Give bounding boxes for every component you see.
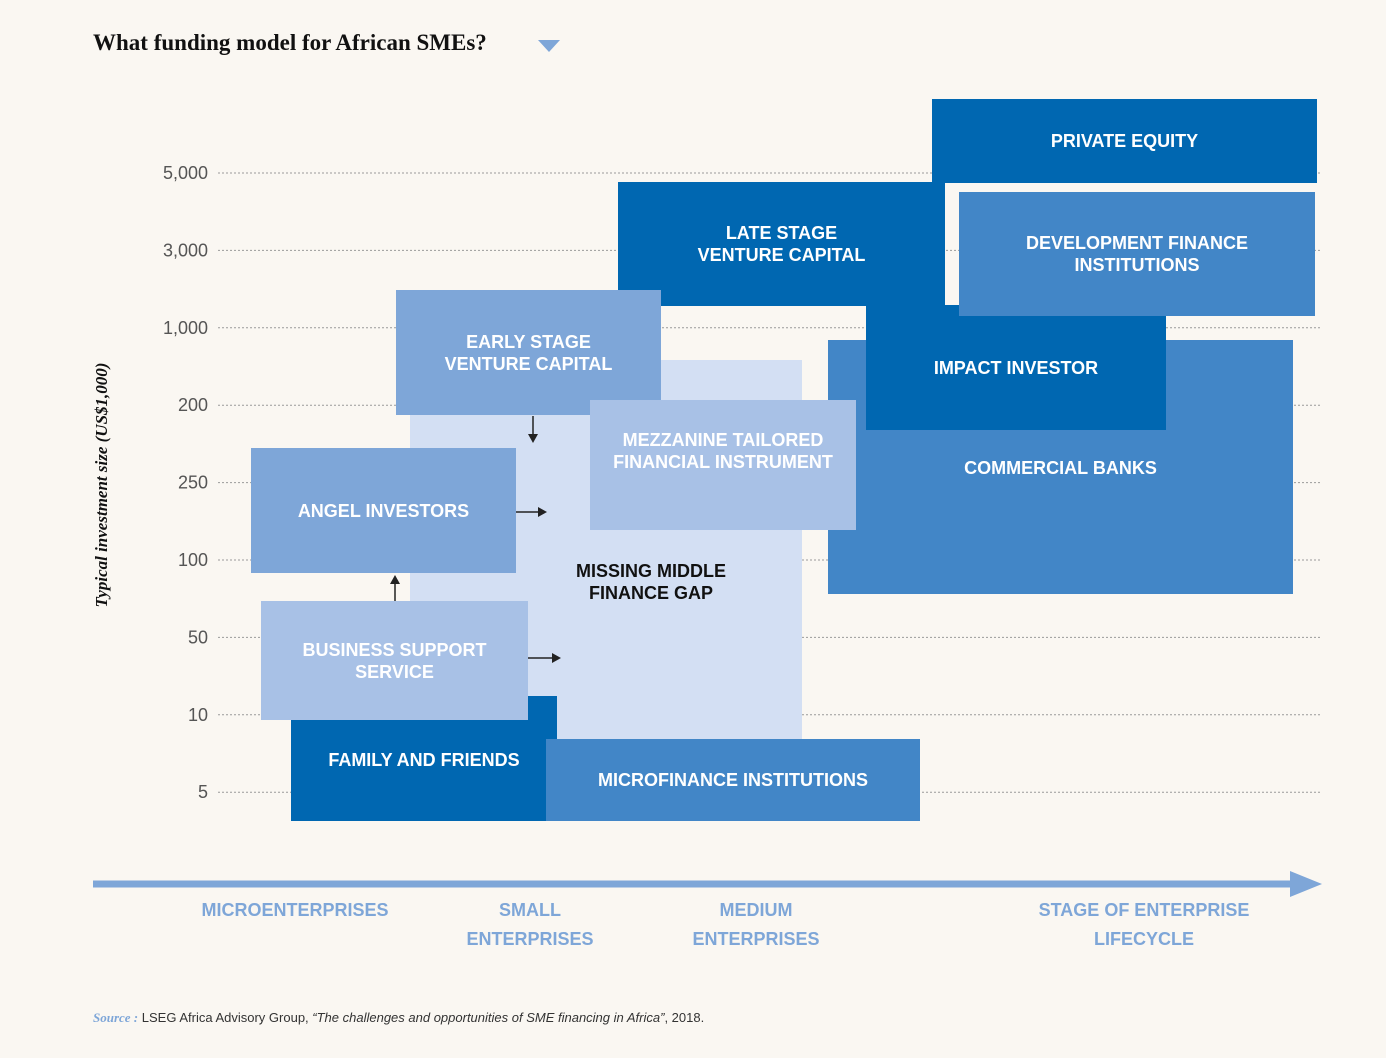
chart-title: What funding model for African SMEs?: [93, 30, 487, 55]
missing-middle-label: MISSING MIDDLE FINANCE GAP: [575, 561, 726, 603]
angel-investors-label: ANGEL INVESTORS: [297, 500, 470, 521]
y-tick-labels: 5,000 3,000 1,000 200 250 100 50 10 5: [163, 163, 208, 802]
late-stage-vc-label: LATE STAGE VENTURE CAPITAL: [697, 223, 866, 265]
development-finance-box: DEVELOPMENT FINANCE INSTITUTIONS: [959, 192, 1315, 316]
y-tick-label: 1,000: [163, 318, 208, 338]
y-tick-label: 50: [188, 627, 208, 647]
y-tick-label: 3,000: [163, 240, 208, 260]
business-support-box: BUSINESS SUPPORT SERVICE: [261, 601, 528, 720]
source-label: Source :: [93, 1010, 139, 1025]
microfinance-label: MICROFINANCE INSTITUTIONS: [598, 770, 868, 790]
late-stage-vc-box: LATE STAGE VENTURE CAPITAL: [618, 182, 945, 306]
y-tick-label: 200: [178, 395, 208, 415]
source-prefix: LSEG Africa Advisory Group,: [138, 1010, 313, 1025]
early-stage-vc-label: EARLY STAGE VENTURE CAPITAL: [444, 331, 613, 374]
mezzanine-label: MEZZANINE TAILORED FINANCIAL INSTRUMENT: [613, 430, 833, 472]
development-finance-label: DEVELOPMENT FINANCE INSTITUTIONS: [1025, 233, 1248, 275]
y-tick-label: 10: [188, 705, 208, 725]
x-category-small: SMALL ENTERPRISES: [466, 900, 594, 949]
source-note: Source : LSEG Africa Advisory Group, “Th…: [93, 1010, 704, 1026]
x-category-medium: MEDIUM ENTERPRISES: [692, 900, 820, 949]
microfinance-box: MICROFINANCE INSTITUTIONS: [546, 739, 920, 821]
source-suffix: , 2018.: [664, 1010, 705, 1025]
impact-investor-box: IMPACT INVESTOR: [866, 305, 1166, 430]
x-category-lifecycle: STAGE OF ENTERPRISE LIFECYCLE: [1038, 900, 1250, 949]
y-tick-label: 5: [198, 782, 208, 802]
mezzanine-box: MEZZANINE TAILORED FINANCIAL INSTRUMENT: [590, 400, 856, 530]
private-equity-label: PRIVATE EQUITY: [1050, 131, 1199, 151]
y-tick-label: 5,000: [163, 163, 208, 183]
impact-investor-label: IMPACT INVESTOR: [933, 357, 1099, 378]
x-category-micro: MICROENTERPRISES: [201, 900, 389, 920]
private-equity-box: PRIVATE EQUITY: [932, 99, 1317, 183]
family-friends-label: FAMILY AND FRIENDS: [328, 749, 520, 770]
y-tick-label: 100: [178, 550, 208, 570]
source-title: “The challenges and opportunities of SME…: [312, 1010, 665, 1025]
y-tick-label: 250: [178, 473, 208, 493]
angel-investors-box: ANGEL INVESTORS: [251, 448, 516, 573]
early-stage-vc-box: EARLY STAGE VENTURE CAPITAL: [396, 290, 661, 415]
business-support-label: BUSINESS SUPPORT SERVICE: [302, 639, 487, 682]
triangle-down-icon: [538, 40, 560, 52]
commercial-banks-label: COMMERCIAL BANKS: [964, 458, 1157, 478]
